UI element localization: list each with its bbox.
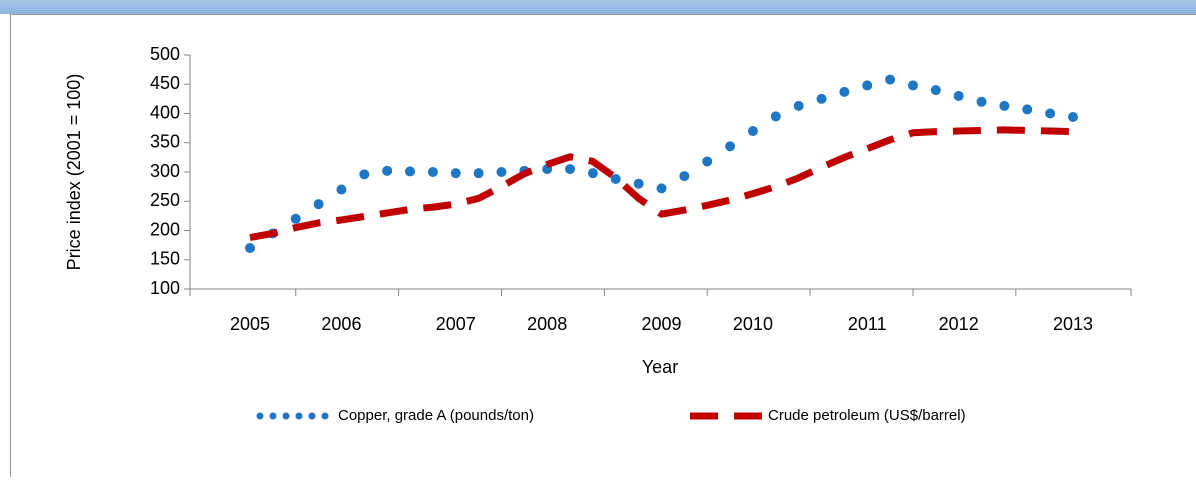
- data-point: [908, 80, 918, 90]
- legend-label: Copper, grade A (pounds/ton): [338, 407, 534, 424]
- legend-swatch: [296, 413, 303, 420]
- legend-swatch: [257, 413, 264, 420]
- legend-swatch: [309, 413, 316, 420]
- x-tick-label: 2008: [527, 314, 567, 334]
- data-point: [794, 101, 804, 111]
- data-point: [839, 87, 849, 97]
- data-point: [771, 111, 781, 121]
- data-point: [748, 126, 758, 136]
- legend-swatch: [270, 413, 277, 420]
- data-point: [359, 169, 369, 179]
- y-tick-label: 450: [150, 73, 180, 93]
- data-point: [817, 94, 827, 104]
- legend-label: Crude petroleum (US$/barrel): [768, 407, 966, 424]
- y-axis-title: Price index (2001 = 100): [64, 74, 84, 271]
- data-point: [977, 97, 987, 107]
- y-tick-label: 400: [150, 102, 180, 122]
- y-tick-label: 100: [150, 278, 180, 298]
- y-tick-label: 500: [150, 44, 180, 64]
- data-point: [1022, 104, 1032, 114]
- y-tick-label: 200: [150, 219, 180, 239]
- data-point: [885, 75, 895, 85]
- data-point: [725, 141, 735, 151]
- x-tick-label: 2006: [321, 314, 361, 334]
- data-point: [931, 85, 941, 95]
- data-point: [679, 171, 689, 181]
- data-point: [291, 214, 301, 224]
- data-point: [496, 167, 506, 177]
- x-tick-label: 2010: [733, 314, 773, 334]
- data-point: [611, 174, 621, 184]
- data-point: [428, 167, 438, 177]
- data-point: [336, 185, 346, 195]
- x-tick-label: 2011: [848, 314, 887, 334]
- legend-swatch: [322, 413, 329, 420]
- x-axis-title: Year: [642, 357, 678, 377]
- data-point: [565, 164, 575, 174]
- data-point: [862, 80, 872, 90]
- data-point: [1068, 112, 1078, 122]
- x-tick-label: 2007: [436, 314, 476, 334]
- window-bar: [0, 0, 1196, 14]
- data-point: [382, 166, 392, 176]
- x-tick-label: 2013: [1053, 314, 1093, 334]
- data-point: [588, 168, 598, 178]
- data-point: [1045, 109, 1055, 119]
- data-point: [634, 179, 644, 189]
- x-tick-label: 2012: [939, 314, 979, 334]
- data-point: [451, 168, 461, 178]
- y-tick-label: 350: [150, 132, 180, 152]
- x-tick-label: 2009: [641, 314, 681, 334]
- data-point: [702, 156, 712, 166]
- data-point: [245, 243, 255, 253]
- data-point: [999, 101, 1009, 111]
- y-tick-label: 300: [150, 161, 180, 181]
- data-point: [405, 166, 415, 176]
- data-point: [314, 199, 324, 209]
- legend-swatch: [283, 413, 290, 420]
- y-tick-label: 150: [150, 249, 180, 269]
- data-point: [954, 91, 964, 101]
- y-tick-label: 250: [150, 190, 180, 210]
- data-point: [474, 168, 484, 178]
- x-tick-label: 2005: [230, 314, 270, 334]
- data-point: [657, 183, 667, 193]
